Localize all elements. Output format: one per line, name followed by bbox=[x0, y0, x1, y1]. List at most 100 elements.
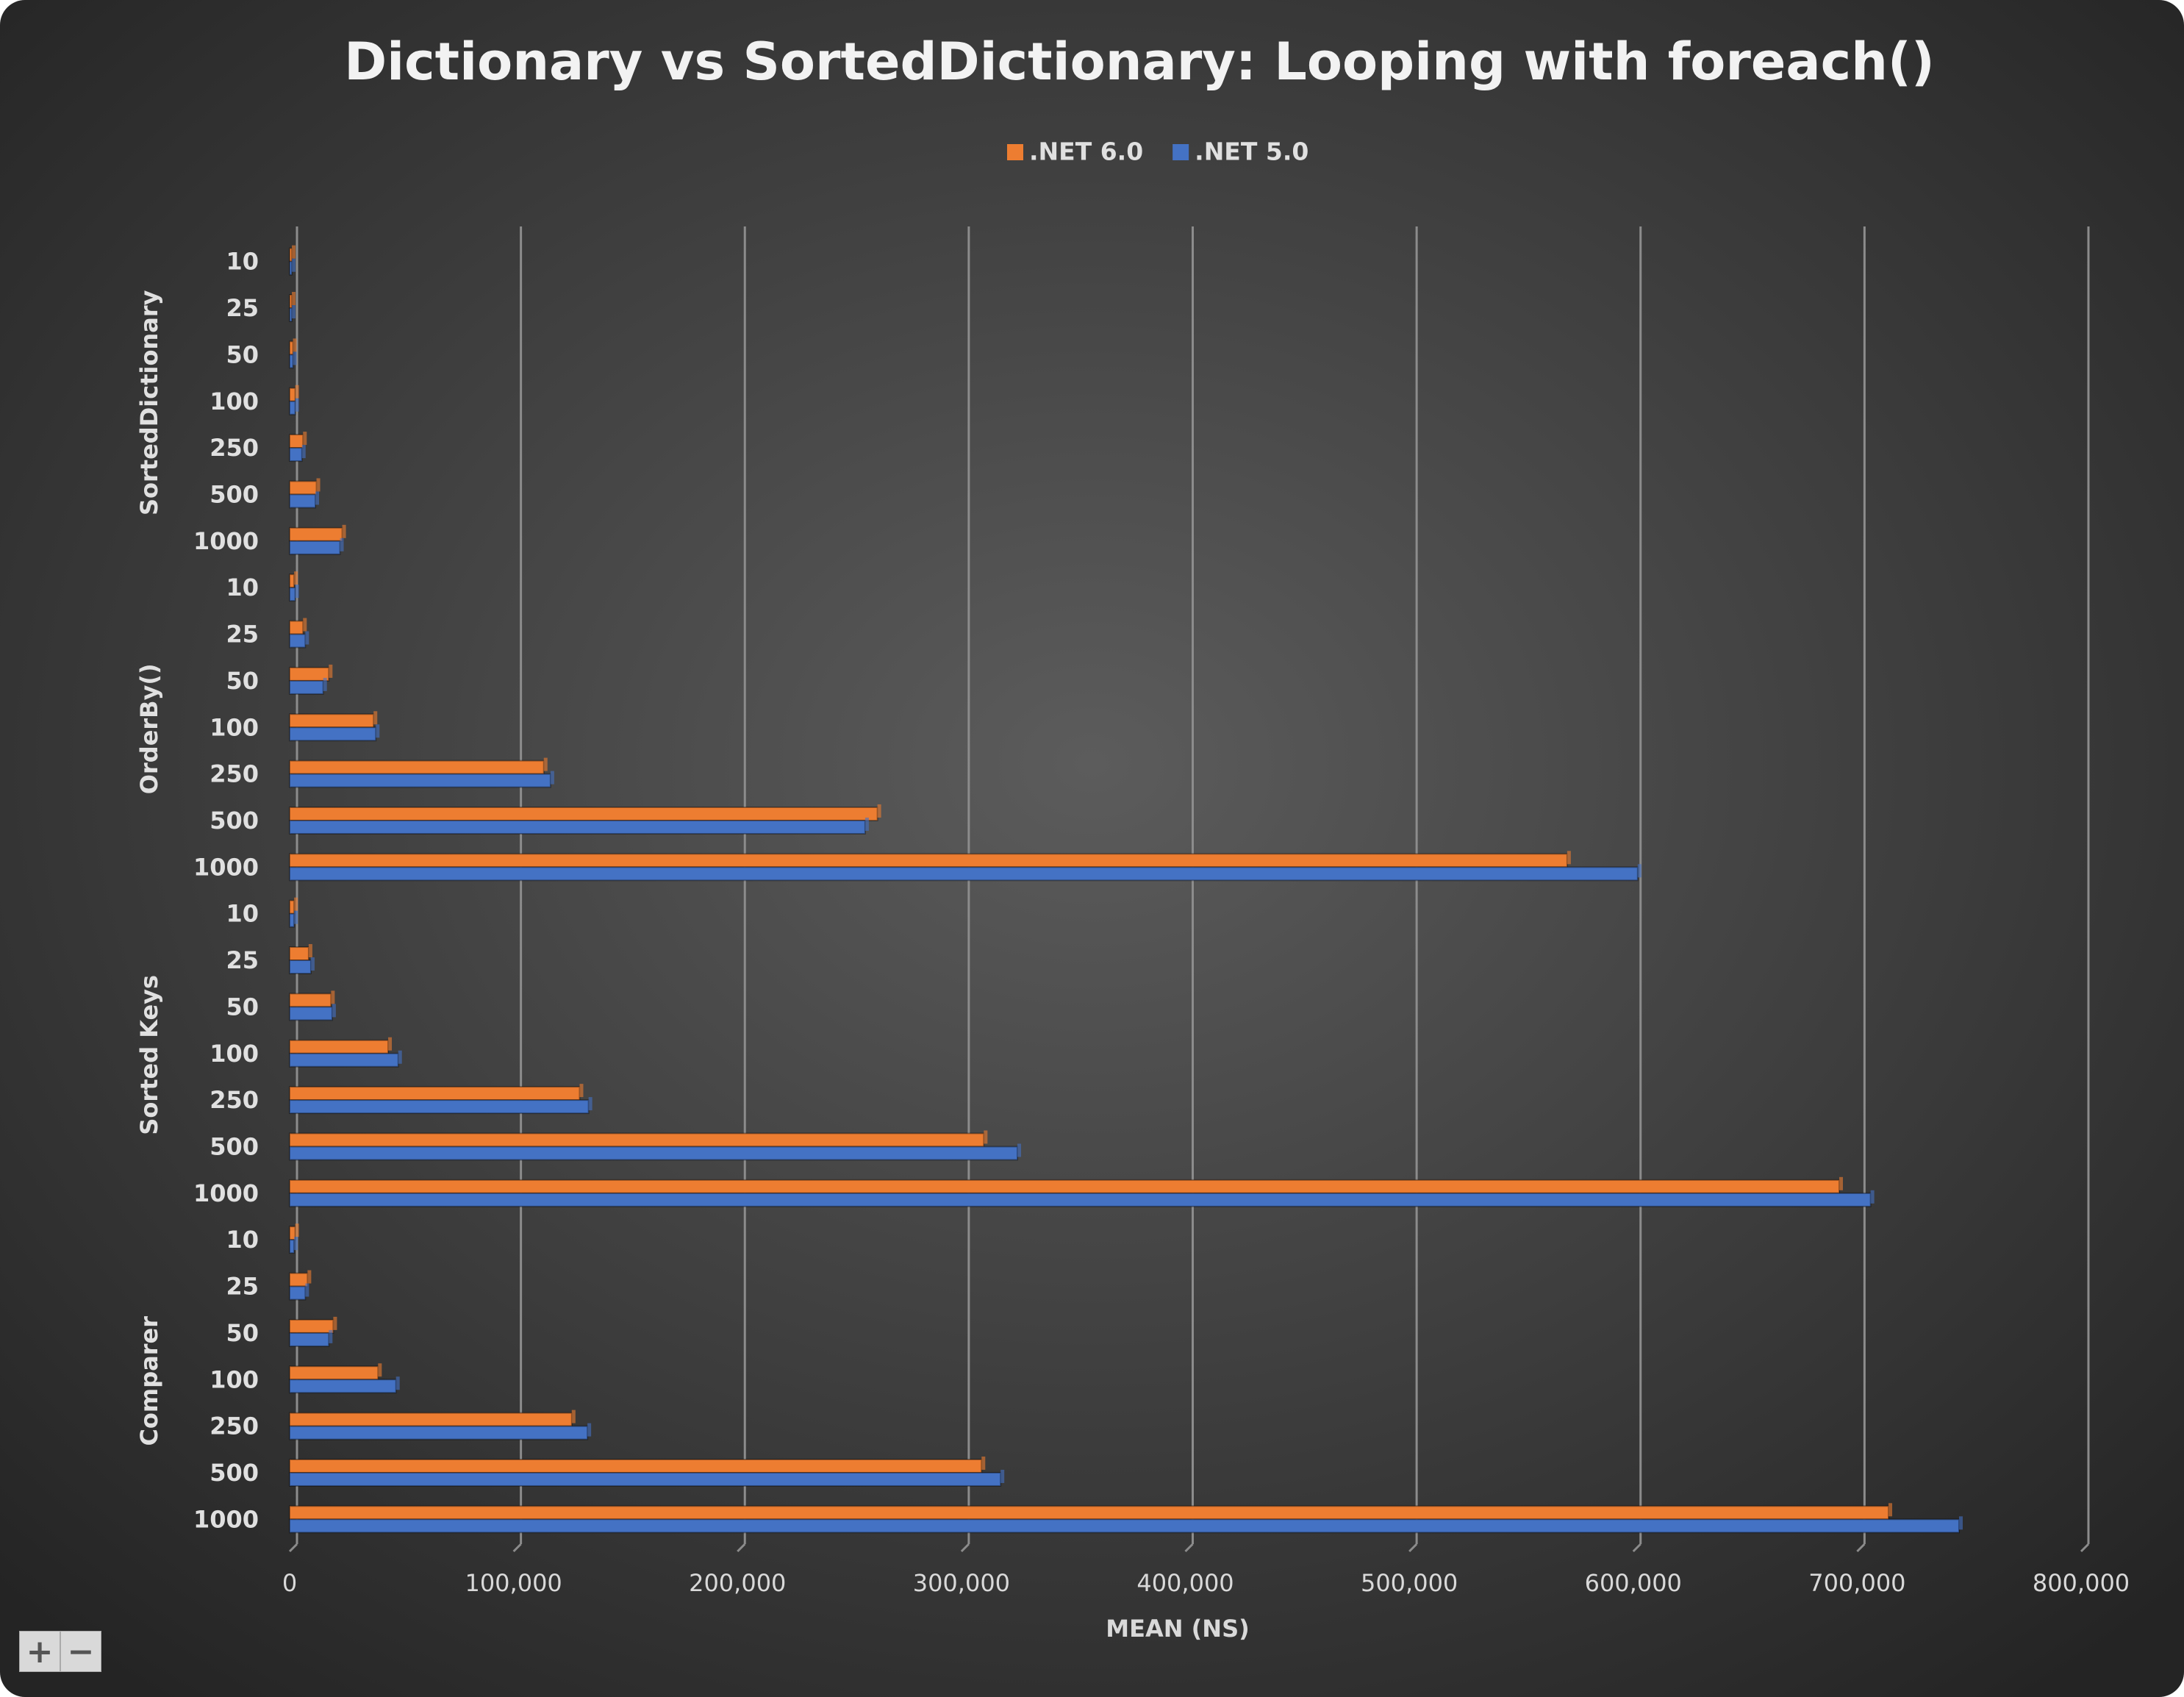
bar-side bbox=[373, 711, 378, 725]
bar bbox=[289, 260, 293, 276]
bar-side bbox=[332, 1004, 336, 1018]
y-tick-label: 10 bbox=[226, 574, 259, 601]
bar-side bbox=[1839, 1176, 1844, 1190]
bar-side bbox=[376, 724, 380, 738]
legend-swatch bbox=[1007, 144, 1023, 160]
bar bbox=[289, 400, 296, 415]
x-axis-title: MEAN (NS) bbox=[1106, 1615, 1249, 1643]
bar bbox=[289, 946, 309, 962]
group-label: Sorted Keys bbox=[135, 975, 163, 1135]
bar bbox=[289, 1239, 296, 1254]
bar-side bbox=[295, 585, 299, 599]
bar-side bbox=[293, 338, 297, 352]
bar bbox=[289, 899, 296, 915]
legend-swatch bbox=[1172, 144, 1189, 160]
bar-side bbox=[305, 1283, 309, 1297]
bar bbox=[289, 1132, 985, 1148]
bar-side bbox=[294, 897, 298, 911]
y-tick-label: 250 bbox=[210, 760, 259, 788]
y-tick-label: 25 bbox=[226, 294, 259, 322]
bar bbox=[289, 1332, 330, 1347]
bar-side bbox=[323, 677, 327, 691]
tick-mark bbox=[1408, 1543, 1418, 1553]
bar-side bbox=[550, 771, 554, 785]
bar-side bbox=[295, 398, 299, 412]
bar bbox=[289, 1272, 309, 1287]
tick-mark bbox=[960, 1543, 970, 1553]
bar bbox=[289, 587, 296, 602]
y-tick-label: 50 bbox=[226, 340, 259, 368]
y-tick-label: 500 bbox=[210, 1459, 259, 1487]
tick-mark bbox=[512, 1543, 522, 1553]
bar-side bbox=[587, 1423, 592, 1437]
bar bbox=[289, 993, 332, 1008]
bar bbox=[289, 1086, 581, 1101]
bar-side bbox=[329, 664, 333, 678]
y-tick-label: 100 bbox=[210, 1365, 259, 1393]
bar bbox=[289, 1505, 1890, 1521]
bar-side bbox=[1000, 1469, 1005, 1483]
bar-side bbox=[292, 245, 296, 259]
x-tick-label: 100,000 bbox=[465, 1569, 562, 1597]
bar-side bbox=[571, 1410, 576, 1423]
bar-side bbox=[292, 292, 296, 306]
bar-side bbox=[301, 445, 306, 459]
x-tick-label: 0 bbox=[282, 1569, 297, 1597]
zoom-out-button[interactable]: − bbox=[60, 1631, 101, 1672]
bar-side bbox=[310, 957, 315, 971]
bar-side bbox=[1637, 864, 1641, 878]
bar bbox=[289, 480, 318, 496]
bar-side bbox=[342, 524, 346, 538]
bar bbox=[289, 806, 878, 821]
bar-side bbox=[305, 631, 309, 645]
bar bbox=[289, 866, 1639, 882]
bar-side bbox=[1567, 851, 1571, 865]
bar bbox=[289, 679, 324, 695]
bar bbox=[289, 1052, 399, 1068]
bar bbox=[289, 726, 377, 742]
legend-label: .NET 6.0 bbox=[1029, 137, 1143, 166]
bar bbox=[289, 1379, 397, 1394]
bar-side bbox=[303, 618, 307, 632]
y-tick-label: 50 bbox=[226, 1319, 259, 1347]
bar-side bbox=[1017, 1143, 1022, 1157]
bar bbox=[289, 526, 343, 542]
y-tick-label: 1000 bbox=[193, 1505, 259, 1533]
bar-side bbox=[588, 1097, 592, 1111]
bar bbox=[289, 1365, 379, 1381]
bar bbox=[289, 307, 293, 323]
y-tick-label: 250 bbox=[210, 434, 259, 462]
bar-side bbox=[398, 1050, 402, 1064]
bar bbox=[289, 247, 293, 262]
bar-side bbox=[295, 385, 299, 399]
bar-side bbox=[395, 1376, 400, 1390]
bar-side bbox=[877, 804, 881, 818]
bar bbox=[289, 1518, 1960, 1534]
bar-side bbox=[294, 910, 298, 924]
x-tick-label: 700,000 bbox=[1808, 1569, 1905, 1597]
bar bbox=[289, 1471, 1002, 1487]
bar-side bbox=[1870, 1190, 1875, 1204]
bar-side bbox=[1888, 1503, 1893, 1517]
tick-mark bbox=[1856, 1543, 1866, 1553]
y-tick-label: 50 bbox=[226, 993, 259, 1021]
zoom-in-button[interactable]: + bbox=[19, 1631, 60, 1672]
bar bbox=[289, 633, 307, 649]
y-tick-label: 10 bbox=[226, 248, 259, 276]
bar-side bbox=[292, 305, 296, 319]
bar bbox=[289, 666, 330, 682]
bar-side bbox=[331, 990, 335, 1004]
bar-side bbox=[1958, 1516, 1963, 1530]
bar bbox=[289, 1192, 1872, 1207]
bar bbox=[289, 340, 294, 356]
bar bbox=[289, 773, 551, 788]
bar-side bbox=[308, 944, 312, 958]
x-tick-label: 800,000 bbox=[2033, 1569, 2130, 1597]
bar bbox=[289, 1412, 573, 1427]
bar bbox=[289, 294, 293, 310]
bar bbox=[289, 912, 296, 928]
y-tick-label: 10 bbox=[226, 900, 259, 928]
group-label: OrderBy() bbox=[135, 663, 163, 794]
